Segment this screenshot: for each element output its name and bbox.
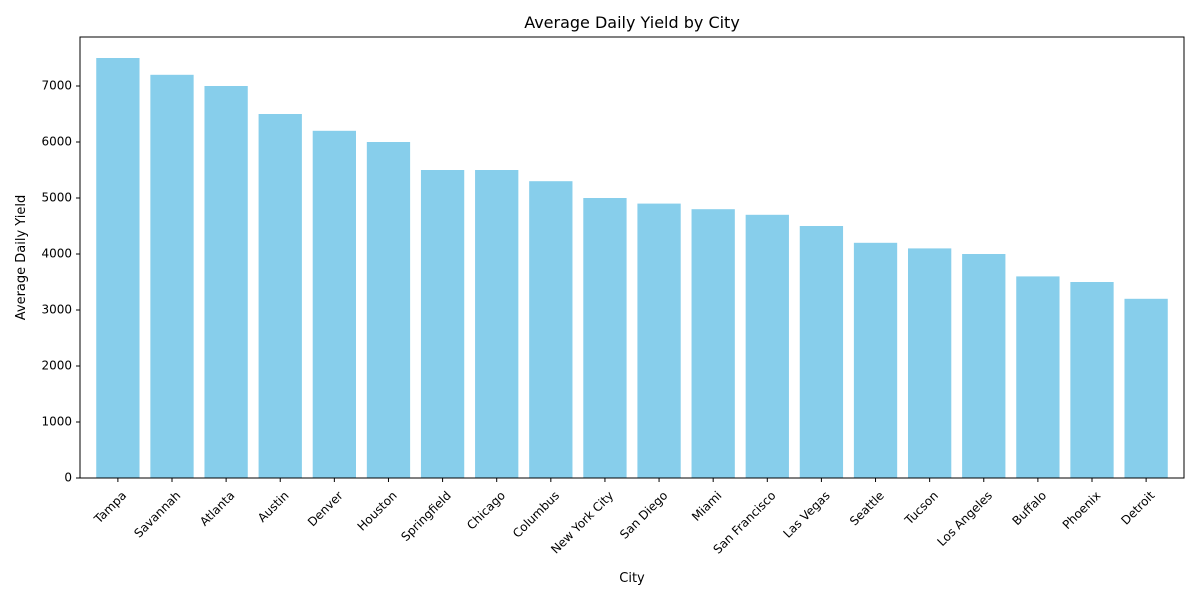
y-tick-label: 7000 <box>41 79 72 93</box>
x-tick-label: Seattle <box>847 488 887 528</box>
bar-tucson <box>908 248 952 478</box>
x-tick-label: Tampa <box>91 488 129 526</box>
bar-springfield <box>420 170 465 478</box>
y-tick-label: 5000 <box>41 191 72 205</box>
bar-san-francisco <box>745 214 789 479</box>
bar-los-angeles <box>962 254 1006 478</box>
bar-phoenix <box>1070 282 1114 478</box>
y-axis-label: Average Daily Yield <box>14 195 29 321</box>
x-tick-label: Detroit <box>1118 488 1157 527</box>
x-tick-label: Savannah <box>131 488 183 540</box>
x-tick-label: Houston <box>355 488 400 533</box>
y-tick-label: 3000 <box>41 303 72 317</box>
x-tick-label: Buffalo <box>1010 488 1050 528</box>
bar-seattle <box>853 242 898 478</box>
y-tick-label: 6000 <box>41 135 72 149</box>
bar-columbus <box>529 181 573 478</box>
bar-atlanta <box>204 86 248 478</box>
x-tick-label: Los Angeles <box>935 488 996 549</box>
y-axis: 0 1000 2000 3000 4000 5000 6000 7000 <box>41 79 80 485</box>
bar-houston <box>366 142 411 478</box>
y-tick-label: 0 <box>64 471 72 485</box>
x-tick-label: Austin <box>255 488 292 525</box>
x-tick-label: Springfield <box>398 488 454 544</box>
x-tick-label: Las Vegas <box>780 488 832 540</box>
bar-austin <box>258 114 302 478</box>
bar-savannah <box>150 74 194 479</box>
bar-denver <box>312 130 356 479</box>
bar-chicago <box>475 170 519 478</box>
bar-tampa <box>96 58 140 478</box>
bar-las-vegas <box>799 226 844 478</box>
x-tick-label: San Diego <box>617 488 670 541</box>
x-axis: Tampa Savannah Atlanta Austin Denver HoustonS… <box>91 478 1158 557</box>
x-tick-label: Atlanta <box>197 488 237 528</box>
x-tick-label: Columbus <box>510 488 562 540</box>
y-tick-label: 1000 <box>41 415 72 429</box>
bar-buffalo <box>1016 276 1060 478</box>
plot-frame <box>79 36 1185 479</box>
bar-new-york-city <box>583 198 627 478</box>
x-tick-label: Miami <box>689 488 724 523</box>
chart-title: Average Daily Yield by City <box>524 13 740 32</box>
y-tick-label: 2000 <box>41 359 72 373</box>
bar-miami <box>691 209 735 478</box>
y-tick-label: 4000 <box>41 247 72 261</box>
x-tick-label: Phoenix <box>1060 488 1104 532</box>
bars-group <box>96 58 1168 479</box>
x-tick-label: Tucson <box>901 488 941 528</box>
x-tick-label: Chicago <box>464 488 508 532</box>
x-axis-label: City <box>619 571 645 586</box>
x-tick-label: Denver <box>305 488 346 529</box>
bar-detroit <box>1124 298 1168 478</box>
bar-san-diego <box>637 203 681 478</box>
